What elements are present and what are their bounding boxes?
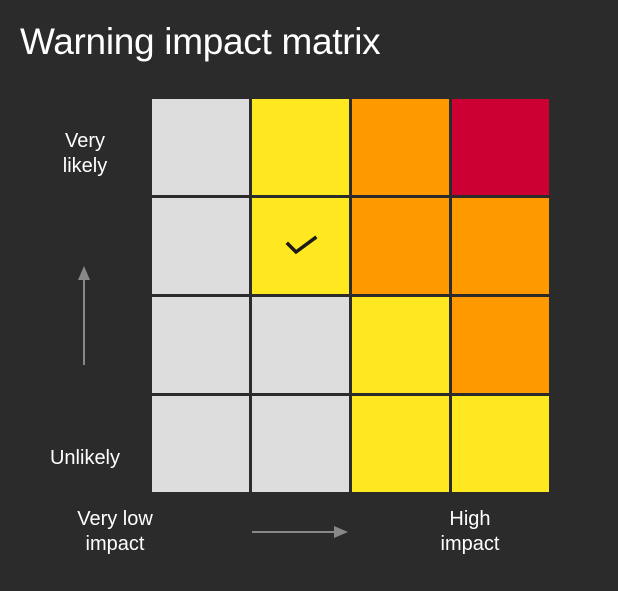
matrix-cell-r0-c2[interactable] (352, 99, 449, 195)
matrix-cell-r3-c1[interactable] (252, 396, 349, 492)
y-axis-top-label-line1: Very (64, 130, 106, 152)
x-axis-right-label: High impact (410, 507, 530, 557)
matrix-cell-r1-c0[interactable] (152, 198, 249, 294)
y-axis-top-label-line2: likely (62, 155, 108, 177)
matrix-cell-r0-c0[interactable] (152, 99, 249, 195)
matrix-cell-r1-c1-selected[interactable] (252, 198, 349, 294)
matrix-cell-r2-c1[interactable] (252, 297, 349, 393)
matrix-cell-r0-c1[interactable] (252, 99, 349, 195)
checkmark-icon (285, 235, 318, 255)
impact-arrow-icon (252, 526, 348, 538)
matrix-cell-r2-c3[interactable] (452, 297, 549, 393)
impact-matrix-grid (152, 99, 549, 492)
matrix-cell-r3-c3[interactable] (452, 396, 549, 492)
x-axis-right-label-line1: High (449, 508, 491, 530)
matrix-cell-r2-c0[interactable] (152, 297, 249, 393)
x-axis-left-label: Very low impact (55, 507, 175, 557)
matrix-cell-r3-c0[interactable] (152, 396, 249, 492)
matrix-cell-r1-c2[interactable] (352, 198, 449, 294)
y-axis-bottom-label: Unlikely (49, 447, 121, 469)
x-axis-left-label-line1: Very low (77, 508, 153, 530)
matrix-cell-r0-c3[interactable] (452, 99, 549, 195)
likelihood-arrow-icon (78, 266, 90, 365)
x-axis-left-label-line2: impact (85, 533, 145, 555)
x-axis-right-label-line2: impact (440, 533, 500, 555)
page-title: Warning impact matrix (20, 21, 381, 62)
y-axis-top-label: Very likely (30, 129, 140, 179)
matrix-cell-r1-c3[interactable] (452, 198, 549, 294)
matrix-cell-r2-c2[interactable] (352, 297, 449, 393)
matrix-cell-r3-c2[interactable] (352, 396, 449, 492)
